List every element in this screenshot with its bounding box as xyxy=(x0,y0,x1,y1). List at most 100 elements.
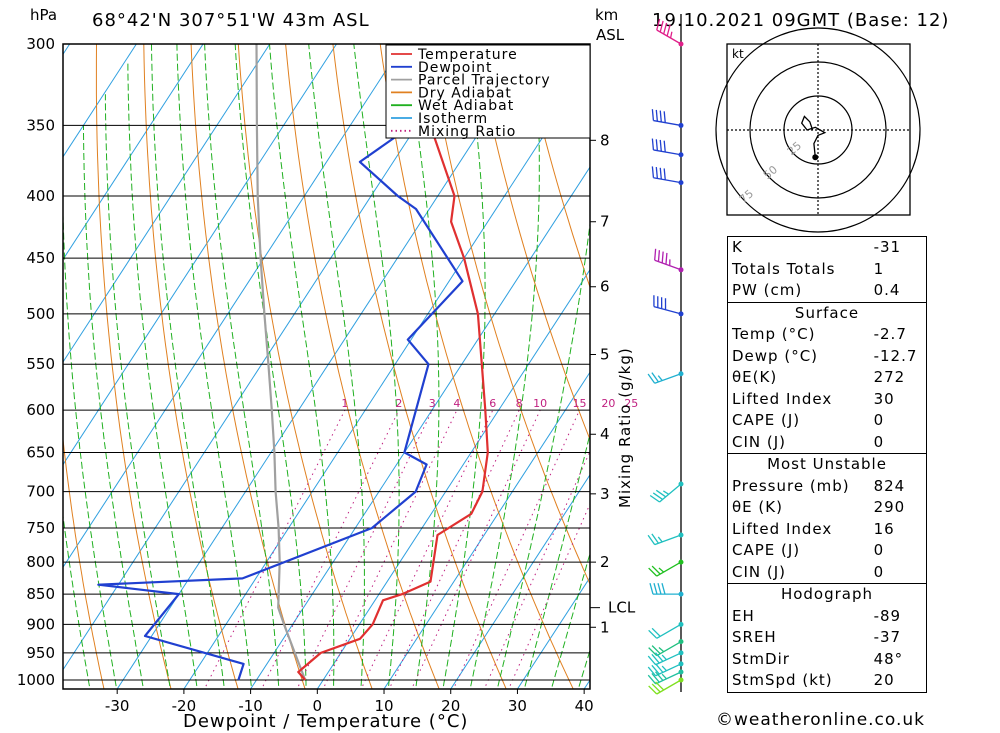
index-row: θE (K) 290 xyxy=(726,497,927,519)
wind-barb-shaft xyxy=(656,561,682,577)
index-section-header: Most Unstable xyxy=(727,453,927,476)
pressure-tick-label: 900 xyxy=(26,615,55,633)
x-axis-title: Dewpoint / Temperature (°C) xyxy=(183,711,468,732)
index-row: Lifted Index 16 xyxy=(726,518,927,540)
dry-adiabat-line xyxy=(379,44,574,689)
index-label: Totals Totals xyxy=(726,258,864,280)
legend-label: Wet Adiabat xyxy=(418,98,514,114)
index-row: Temp (°C) -2.7 xyxy=(726,324,927,346)
pressure-tick-label: 500 xyxy=(26,305,55,323)
wet-adiabat-line xyxy=(127,61,198,689)
dry-adiabat-line xyxy=(0,44,40,706)
mixing-ratio-tick-label: 15 xyxy=(573,397,587,410)
wet-adiabat-line xyxy=(405,44,440,689)
index-row: SREH -37 xyxy=(726,627,927,649)
index-label: Lifted Index xyxy=(726,388,864,410)
wind-barb-shaft xyxy=(653,305,682,315)
wet-adiabat-line xyxy=(63,684,64,689)
wind-level-dot xyxy=(678,122,684,128)
location-title: 68°42'N 307°51'W 43m ASL xyxy=(92,10,370,31)
index-label: StmSpd (kt) xyxy=(726,670,864,693)
dry-adiabat-line xyxy=(995,44,1000,706)
legend-label: Dry Adiabat xyxy=(418,85,512,101)
wind-level-dot xyxy=(678,559,684,565)
wind-level-dot xyxy=(678,180,684,186)
wind-barb-feather xyxy=(651,683,661,693)
index-value: -31 xyxy=(863,236,927,259)
index-label: Dewp (°C) xyxy=(726,345,864,367)
wind-barb-shaft xyxy=(655,663,682,677)
dry-adiabat-line xyxy=(474,44,590,441)
wet-adiabat-line xyxy=(204,44,280,689)
wind-level-dot xyxy=(678,650,684,656)
index-row: Dewp (°C) -12.7 xyxy=(726,345,927,367)
pressure-tick-label: 350 xyxy=(26,116,55,134)
background-lines xyxy=(0,44,1000,706)
wind-barb-half-feather xyxy=(669,31,673,39)
wind-barb-feather xyxy=(661,582,666,595)
wind-barb-shaft xyxy=(655,671,682,685)
section-title: Most Unstable xyxy=(727,453,927,476)
wind-barb-feather xyxy=(651,645,661,655)
wind-barb-feather xyxy=(655,489,667,498)
isotherm-line xyxy=(63,44,404,569)
index-row: StmSpd (kt) 20 xyxy=(726,670,927,693)
index-value: 290 xyxy=(863,497,927,519)
pressure-tick-label: 800 xyxy=(26,553,55,571)
wind-barb-shaft xyxy=(656,623,682,639)
wind-barb-half-feather xyxy=(661,665,667,672)
x-tick-label: -30 xyxy=(105,697,130,715)
index-label: Pressure (mb) xyxy=(726,475,864,497)
legend-label: Parcel Trajectory xyxy=(418,73,551,89)
wind-barb-feather xyxy=(655,652,664,662)
index-value: -89 xyxy=(863,605,927,627)
wind-barb-feather xyxy=(647,373,656,384)
index-label: CIN (J) xyxy=(726,431,864,454)
wind-barb-half-feather xyxy=(658,567,665,573)
wind-level-dot xyxy=(678,621,684,627)
index-value: -2.7 xyxy=(863,324,927,346)
wind-barb-feather xyxy=(661,251,664,264)
mixing-ratio-line xyxy=(452,409,580,689)
index-row: θE(K) 272 xyxy=(726,367,927,389)
index-section-header: Hodograph xyxy=(727,583,927,606)
isotherm-line xyxy=(63,44,137,158)
wind-barb-feather xyxy=(663,111,666,123)
wind-barb-feather xyxy=(651,166,655,178)
wet-adiabat-line xyxy=(176,44,253,689)
index-label: CAPE (J) xyxy=(726,410,864,432)
index-row: K -31 xyxy=(726,236,927,259)
wind-barb-feather xyxy=(647,534,656,545)
wind-barb-feather xyxy=(655,681,665,691)
wind-barb-feather xyxy=(651,673,660,683)
x-tick-label: 10 xyxy=(374,697,393,715)
mixing-ratio-tick-label: 8 xyxy=(516,397,523,410)
wind-barb-feather xyxy=(651,138,655,150)
index-label: θE(K) xyxy=(726,367,864,389)
temperature-line xyxy=(297,44,489,681)
pressure-tick-label: 600 xyxy=(26,401,55,419)
mixing-ratio-tick-label: 4 xyxy=(453,397,460,410)
height-tick-label: 6 xyxy=(600,278,610,296)
wind-barb-feather xyxy=(651,533,659,544)
index-row: CIN (J) 0 xyxy=(726,431,927,454)
wind-level-dot xyxy=(678,591,684,597)
legend-label: Mixing Ratio xyxy=(418,124,516,140)
mixing-ratio-tick-label: 25 xyxy=(624,397,638,410)
wind-barb-feather xyxy=(651,664,660,675)
wet-adiabat-line xyxy=(234,44,307,689)
index-value: 272 xyxy=(863,367,927,389)
wind-level-dot xyxy=(678,311,684,317)
dry-adiabat-line xyxy=(143,44,239,689)
pressure-tick-label: 450 xyxy=(26,249,55,267)
wet-adiabat-line xyxy=(496,220,590,689)
index-row: CAPE (J) 0 xyxy=(726,410,927,432)
wind-barb-feather xyxy=(647,655,657,666)
mixing-ratio-tick-label: 20 xyxy=(601,397,615,410)
x-tick-label: 0 xyxy=(313,697,323,715)
index-row: CIN (J) 0 xyxy=(726,561,927,584)
wind-barb-feather xyxy=(657,250,661,262)
wind-barb-feather xyxy=(651,372,659,383)
wind-barb-shaft xyxy=(659,483,682,503)
